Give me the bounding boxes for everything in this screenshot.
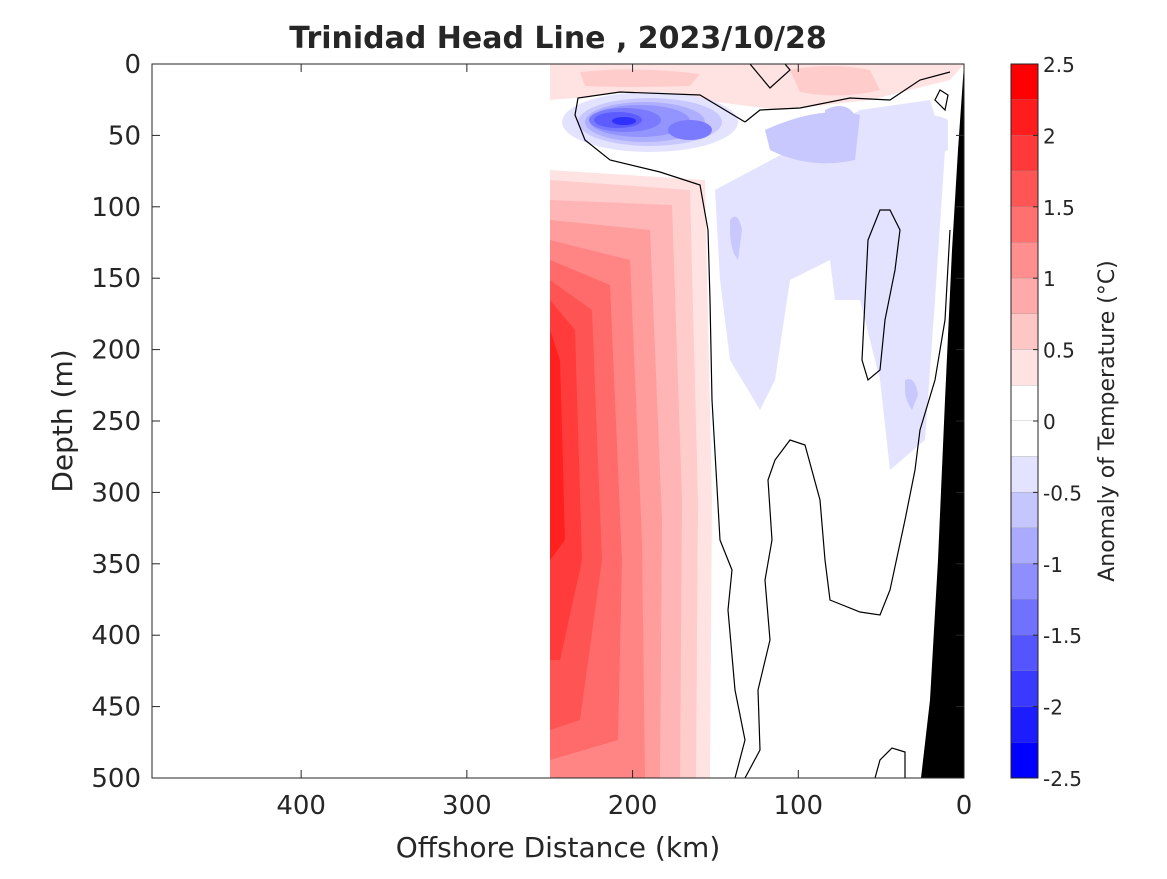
y-tick-label: 100 bbox=[91, 193, 141, 223]
contour-coast-loop bbox=[934, 89, 949, 112]
colorbar-segment bbox=[1011, 385, 1038, 421]
y-tick-label: 200 bbox=[91, 336, 141, 366]
contour-surface-dip bbox=[749, 64, 791, 89]
colorbar-segment bbox=[1011, 706, 1038, 743]
colorbar-tick-label: 0 bbox=[1043, 410, 1056, 434]
contour-surface bbox=[744, 71, 951, 123]
colorbar-tick-label: 0.5 bbox=[1043, 339, 1075, 363]
x-tick-label: 100 bbox=[773, 791, 823, 821]
colorbar-segment bbox=[1011, 563, 1038, 600]
y-tick-label: 50 bbox=[108, 121, 141, 151]
warm-surface-patch bbox=[790, 66, 880, 96]
y-tick-label: 500 bbox=[91, 764, 141, 794]
colorbar-label: Anomaly of Temperature (°C) bbox=[1095, 260, 1120, 582]
cold-patch-mid bbox=[715, 100, 945, 470]
colorbar-segment bbox=[1011, 278, 1038, 314]
colorbar-segment bbox=[1011, 492, 1038, 529]
colorbar-tick-label: -2.5 bbox=[1043, 767, 1082, 791]
colorbar-tick-label: -1 bbox=[1043, 553, 1063, 577]
y-axis: 0 50 100 150 200 250 300 350 400 450 500 bbox=[91, 50, 964, 794]
x-tick-label: 400 bbox=[276, 791, 326, 821]
colorbar-segment bbox=[1011, 670, 1038, 707]
colorbar-segment bbox=[1011, 64, 1038, 100]
colorbar-tick-label: -0.5 bbox=[1043, 481, 1082, 505]
colorbar-segment bbox=[1011, 313, 1038, 350]
cold-patch-slope bbox=[730, 216, 742, 260]
y-tick-label: 300 bbox=[91, 478, 141, 508]
colorbar-tick-label: 1.5 bbox=[1043, 196, 1075, 220]
colorbar-segment bbox=[1011, 135, 1038, 172]
colorbar-segment bbox=[1011, 99, 1038, 136]
cold-patch-deep bbox=[825, 106, 855, 140]
colorbar-segment bbox=[1011, 635, 1038, 671]
chart-title: Trinidad Head Line , 2023/10/28 bbox=[289, 21, 826, 56]
colorbar-tick-label: 2.5 bbox=[1043, 53, 1075, 77]
bathymetry bbox=[921, 64, 964, 778]
colorbar-segment bbox=[1011, 742, 1038, 778]
colorbar-tick-label: -1.5 bbox=[1043, 624, 1082, 648]
y-axis-label: Depth (m) bbox=[46, 349, 79, 492]
colorbar-segment bbox=[1011, 528, 1038, 564]
cold-patch-slope-b bbox=[905, 379, 918, 410]
x-tick-label: 300 bbox=[442, 791, 492, 821]
x-tick-label: 200 bbox=[608, 791, 658, 821]
contour-eddy bbox=[861, 209, 901, 382]
colorbar-ticks: 2.5 2 1.5 1 0.5 0 -0.5 -1 -1.5 -2 -2.5 bbox=[1033, 53, 1082, 791]
warm-band-2-25 bbox=[550, 330, 565, 560]
cold-patch-coast bbox=[908, 115, 948, 155]
cold-core-1-75 bbox=[612, 117, 636, 125]
colorbar-segment bbox=[1011, 171, 1038, 207]
colorbar-segment bbox=[1011, 421, 1038, 457]
x-axis: 400 300 200 100 0 bbox=[276, 64, 972, 821]
colorbar-tick-label: 1 bbox=[1043, 267, 1056, 291]
colorbar-segment bbox=[1011, 206, 1038, 243]
colorbar-tick-label: 2 bbox=[1043, 124, 1056, 148]
colorbar bbox=[1011, 64, 1038, 779]
contour-inner bbox=[744, 229, 951, 778]
contour-main bbox=[574, 91, 746, 778]
colorbar-segment bbox=[1011, 456, 1038, 493]
contour-bottom bbox=[874, 747, 906, 778]
x-axis-label: Offshore Distance (km) bbox=[396, 831, 721, 864]
zero-contours bbox=[574, 64, 951, 778]
x-tick-label: 0 bbox=[956, 791, 973, 821]
y-tick-label: 0 bbox=[124, 50, 141, 80]
anomaly-field bbox=[550, 64, 964, 778]
colorbar-tick-label: -2 bbox=[1043, 696, 1063, 720]
colorbar-segment bbox=[1011, 242, 1038, 279]
y-tick-label: 400 bbox=[91, 621, 141, 651]
colorbar-segment bbox=[1011, 599, 1038, 636]
y-tick-label: 450 bbox=[91, 693, 141, 723]
y-tick-label: 150 bbox=[91, 264, 141, 294]
y-tick-label: 250 bbox=[91, 407, 141, 437]
y-tick-label: 350 bbox=[91, 550, 141, 580]
colorbar-segment bbox=[1011, 349, 1038, 386]
cold-core-east bbox=[668, 120, 712, 140]
warm-surface-patch-b bbox=[580, 69, 700, 87]
